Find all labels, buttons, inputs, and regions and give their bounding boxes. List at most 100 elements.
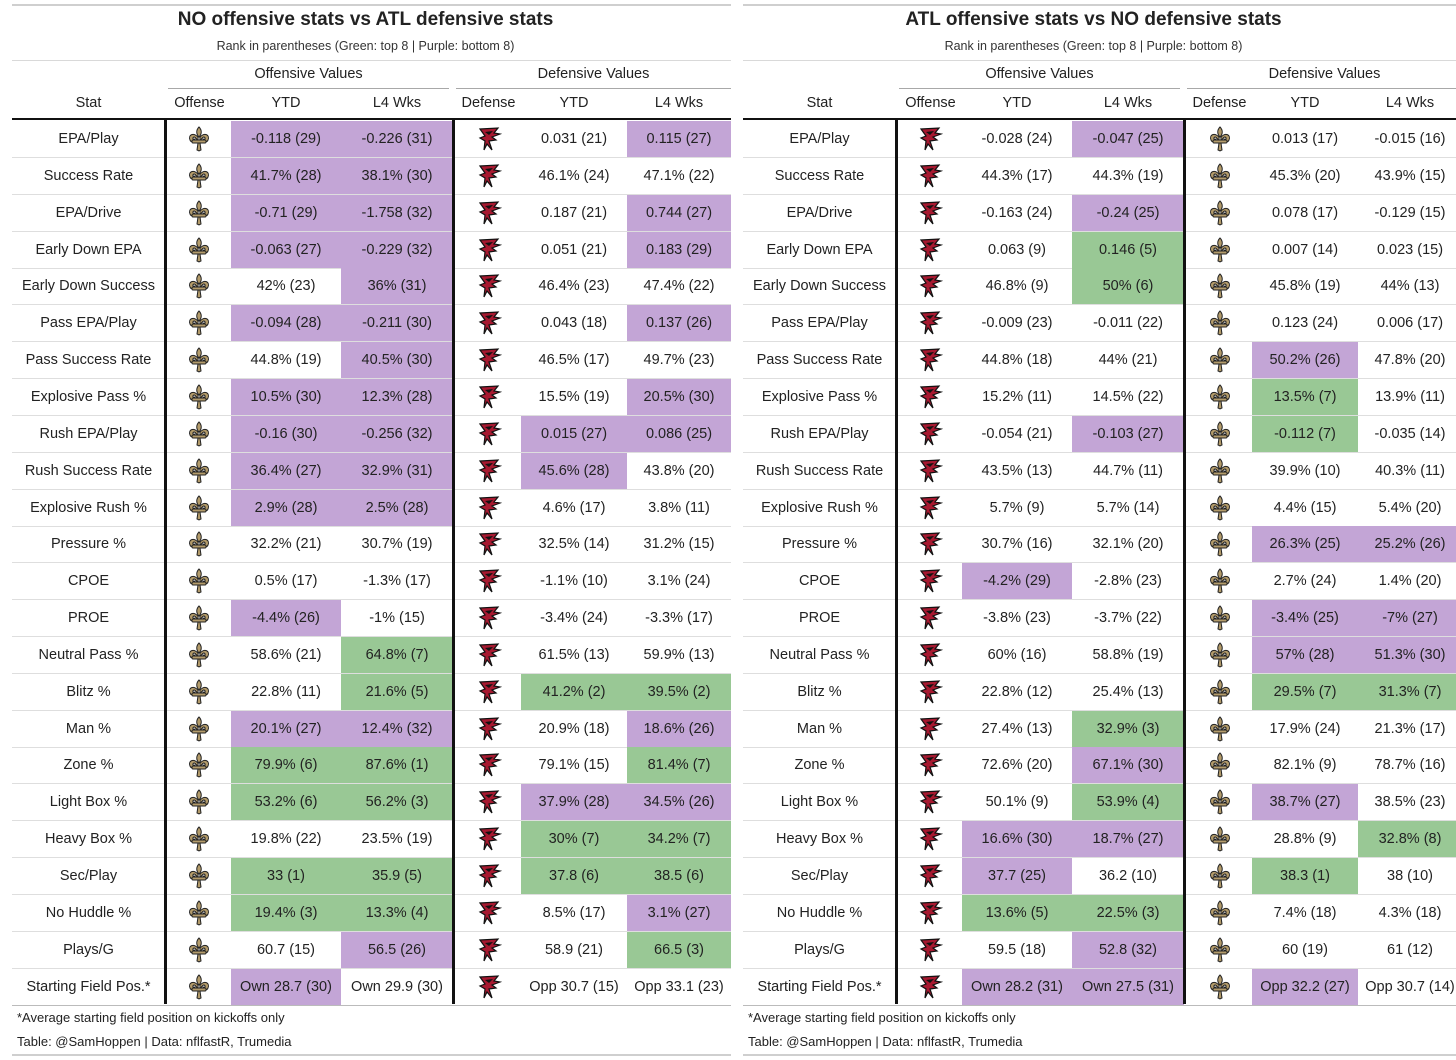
defense-ytd-value: -1.1% (10): [540, 573, 608, 590]
table-row: Success Rate 41.7% (28) 38.1% (30) 46.1% (2…: [0, 157, 731, 195]
offense-l4-value: 44.7% (11): [1093, 462, 1163, 479]
defense-l4-value: 13.9% (11): [1375, 388, 1445, 405]
saints-fleur-de-lis-icon: [1207, 826, 1233, 852]
table-row: PROE -4.4% (26) -1% (15) -3.4% (24) -3.3% (1…: [0, 600, 731, 638]
stat-column-divider: [164, 119, 167, 1004]
row-divider: [12, 304, 731, 306]
offense-ytd-value: 42% (23): [256, 278, 316, 295]
defense-ytd-value: 46.4% (23): [538, 278, 610, 295]
defense-l4-value: 59.9% (13): [643, 646, 715, 663]
stat-label: Early Down EPA: [35, 241, 142, 258]
table-row: Sec/Play 37.7 (25) 36.2 (10) 38.3 (1) 38 (10…: [731, 858, 1456, 895]
table-row: CPOE -4.2% (29) -2.8% (23) 2.7% (24) 1.4% (2…: [731, 563, 1456, 601]
defense-l4-value: 25.2% (26): [1358, 526, 1456, 563]
row-divider: [12, 562, 731, 564]
table-row: Pass Success Rate 44.8% (18) 44% (21) 50.2%…: [731, 342, 1456, 380]
offense-l4-value: 67.1% (30): [1072, 747, 1184, 784]
defense-l4-value: 61 (12): [1387, 941, 1433, 958]
spanner-underline: [168, 88, 449, 89]
defense-ytd-value: Opp 30.7 (15): [529, 978, 619, 995]
stat-label: Rush EPA/Play: [770, 425, 869, 442]
offense-l4-value: -0.229 (32): [341, 231, 453, 268]
defense-l4-value: -0.129 (15): [1374, 204, 1446, 221]
row-divider: [743, 967, 1456, 969]
saints-fleur-de-lis-icon: [1207, 310, 1233, 336]
saints-fleur-de-lis-icon: [186, 421, 212, 447]
offense-ytd-value: 43.5% (13): [981, 462, 1053, 479]
stat-label: Explosive Pass %: [30, 388, 147, 405]
table-row: Light Box % 53.2% (6) 56.2% (3) 37.9% (28) 3…: [0, 784, 731, 822]
stat-label: Rush Success Rate: [24, 462, 153, 479]
stat-label: EPA/Drive: [55, 204, 122, 221]
col-header-offense: Offense: [174, 95, 225, 111]
defense-ytd-value: 79.1% (15): [538, 757, 610, 774]
defense-ytd-value: 0.078 (17): [1271, 204, 1339, 221]
stat-label: EPA/Drive: [786, 204, 853, 221]
offense-l4-value: 5.7% (14): [1096, 499, 1160, 516]
falcons-logo-icon: [476, 273, 502, 299]
offense-l4-value: 53.9% (4): [1072, 784, 1184, 821]
defense-l4-value: 0.183 (29): [627, 231, 731, 268]
row-divider: [743, 451, 1456, 453]
table-row: Pass EPA/Play -0.009 (23) -0.011 (22) 0.123…: [731, 305, 1456, 343]
falcons-logo-icon: [917, 384, 943, 410]
offense-l4-value: 12.4% (32): [341, 710, 453, 747]
falcons-logo-icon: [476, 605, 502, 631]
saints-fleur-de-lis-icon: [1207, 752, 1233, 778]
table-row: Man % 27.4% (13) 32.9% (3) 17.9% (24) 21.3% …: [731, 710, 1456, 748]
falcons-logo-icon: [917, 789, 943, 815]
spanner-label: Defensive Values: [1268, 66, 1381, 82]
stat-label: Neutral Pass %: [38, 646, 139, 663]
stat-label: Blitz %: [797, 683, 842, 700]
offense-l4-value: 13.3% (4): [341, 894, 453, 931]
stat-label: Sec/Play: [59, 868, 118, 884]
defense-l4-value: 0.086 (25): [627, 415, 731, 452]
row-divider: [743, 636, 1456, 638]
offense-l4-value: 21.6% (5): [341, 673, 453, 710]
row-divider: [743, 193, 1456, 195]
table-panel-2: ATL offensive stats vs NO defensive stat…: [731, 0, 1456, 1060]
saints-fleur-de-lis-icon: [1207, 936, 1233, 963]
row-divider: [12, 378, 731, 380]
defense-ytd-value: 38.3 (1): [1252, 858, 1358, 894]
defense-l4-value: 0.006 (17): [1376, 315, 1444, 332]
offense-l4-value: 30.7% (19): [361, 536, 433, 553]
offense-l4-value: -1.3% (17): [363, 573, 431, 590]
saints-fleur-de-lis-icon: [1207, 679, 1233, 705]
defense-ytd-value: 32.5% (14): [538, 536, 610, 553]
table-row: Starting Field Pos.* Own 28.2 (31) Own 27.…: [731, 968, 1456, 1006]
table-row: No Huddle % 19.4% (3) 13.3% (4) 8.5% (17) 3.…: [0, 894, 731, 932]
defense-ytd-value: 58.9 (21): [544, 941, 604, 958]
row-divider: [743, 525, 1456, 527]
offense-l4-value: -0.011 (22): [1093, 315, 1163, 332]
falcons-logo-icon: [917, 126, 943, 152]
credit-line: Table: @SamHoppen | Data: nflfastR, Trum…: [748, 1034, 1023, 1049]
stat-label: EPA/Play: [789, 131, 850, 147]
falcons-logo-icon: [917, 310, 943, 336]
stat-label: Pass EPA/Play: [40, 315, 137, 332]
row-divider: [12, 267, 731, 269]
defense-ytd-value: 0.043 (18): [540, 315, 608, 332]
defense-l4-value: 47.4% (22): [643, 278, 715, 295]
falcons-logo-icon: [476, 863, 502, 889]
defense-ytd-value: 0.123 (24): [1271, 315, 1339, 332]
footnote: *Average starting field position on kick…: [17, 1010, 285, 1025]
defense-ytd-value: 0.031 (21): [540, 131, 608, 147]
defense-ytd-value: 13.5% (7): [1252, 378, 1358, 415]
saints-fleur-de-lis-icon: [186, 679, 212, 705]
offense-ytd-value: 79.9% (6): [231, 747, 341, 784]
offense-ytd-value: 44.8% (18): [981, 352, 1053, 369]
defense-l4-value: 81.4% (7): [627, 747, 731, 784]
falcons-logo-icon: [476, 826, 502, 852]
offense-ytd-value: 58.6% (21): [250, 646, 322, 663]
row-divider: [12, 672, 731, 674]
saints-fleur-de-lis-icon: [1207, 384, 1233, 410]
defense-ytd-value: 4.4% (15): [1273, 499, 1337, 516]
offense-ytd-value: 22.8% (12): [981, 683, 1053, 700]
stat-label: No Huddle %: [45, 904, 132, 921]
offense-l4-value: 32.9% (31): [341, 452, 453, 489]
defense-ytd-value: -0.112 (7): [1252, 415, 1358, 452]
defense-ytd-value: 20.9% (18): [538, 720, 610, 737]
offense-ytd-value: 44.8% (19): [250, 352, 322, 369]
table-row: Man % 20.1% (27) 12.4% (32) 20.9% (18) 18.6%…: [0, 710, 731, 748]
